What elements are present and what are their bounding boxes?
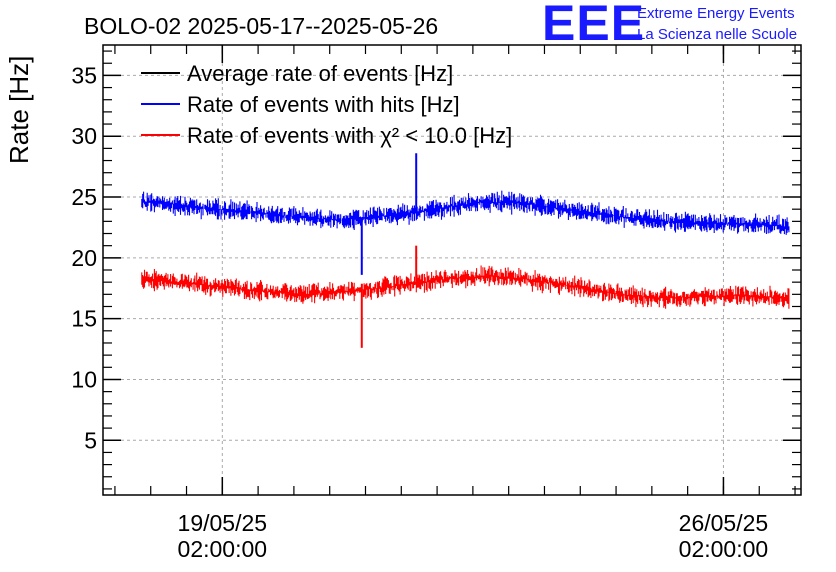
- y-tick-label: 10: [71, 366, 97, 392]
- y-tick-label: 35: [71, 62, 97, 88]
- y-tick-label: 20: [71, 245, 97, 271]
- legend-entry-2: Rate of events with χ² < 10.0 [Hz]: [187, 123, 512, 148]
- plot-area: [141, 153, 790, 348]
- series-line-2: [141, 265, 790, 309]
- grid-lines: [103, 45, 801, 495]
- logo-line-1: Extreme Energy Events: [637, 5, 795, 22]
- eee-logo: EEE: [542, 0, 645, 51]
- axis-ticks: 510152025303519/05/2502:00:0026/05/2502:…: [71, 45, 801, 562]
- x-tick-date: 26/05/25: [679, 510, 769, 536]
- x-tick-date: 19/05/25: [178, 510, 268, 536]
- y-tick-label: 5: [84, 427, 97, 453]
- legend-entry-1: Rate of events with hits [Hz]: [187, 92, 460, 117]
- x-tick-time: 02:00:00: [178, 536, 268, 562]
- chart-title: BOLO-02 2025-05-17--2025-05-26: [84, 13, 438, 39]
- series-line-1: [141, 190, 790, 235]
- y-tick-label: 15: [71, 306, 97, 332]
- y-tick-label: 25: [71, 184, 97, 210]
- logo-line-2: La Scienza nelle Scuole: [637, 26, 797, 43]
- y-axis-title: Rate [Hz]: [4, 56, 34, 164]
- legend-entry-0: Average rate of events [Hz]: [187, 61, 453, 86]
- y-tick-label: 30: [71, 123, 97, 149]
- x-tick-time: 02:00:00: [679, 536, 769, 562]
- legend: Average rate of events [Hz] Rate of event…: [141, 61, 512, 148]
